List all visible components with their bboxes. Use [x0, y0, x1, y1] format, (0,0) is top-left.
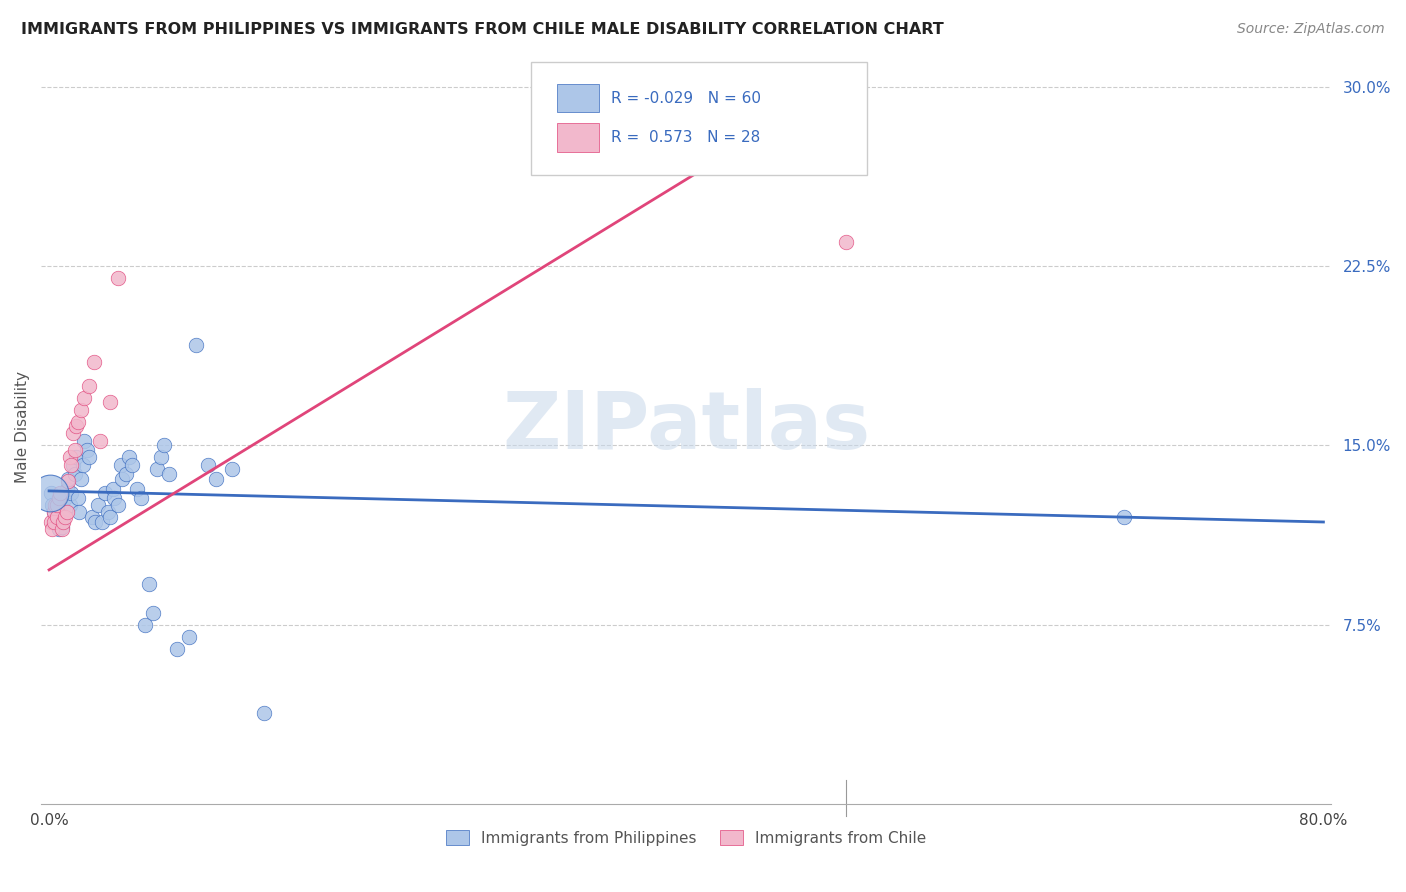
- Point: [157, 467, 180, 482]
- Point: [146, 462, 169, 476]
- Point: [52, 510, 75, 524]
- Point: [83, 354, 105, 368]
- Point: [52, 515, 75, 529]
- Point: [98, 510, 121, 524]
- Point: [58, 475, 80, 489]
- Point: [59, 498, 82, 512]
- Point: [80, 510, 103, 524]
- Point: [138, 577, 160, 591]
- Point: [51, 522, 73, 536]
- Point: [101, 482, 124, 496]
- Point: [84, 515, 107, 529]
- Point: [41, 498, 63, 512]
- Point: [49, 486, 72, 500]
- Point: [184, 338, 207, 352]
- Point: [62, 458, 84, 472]
- Point: [72, 458, 94, 472]
- Point: [94, 486, 117, 500]
- Point: [55, 482, 77, 496]
- Point: [55, 505, 77, 519]
- Point: [89, 434, 111, 448]
- Point: [63, 467, 86, 482]
- Point: [111, 472, 134, 486]
- Point: [42, 505, 65, 519]
- Point: [66, 491, 89, 505]
- Point: [51, 520, 73, 534]
- Point: [221, 462, 243, 476]
- Point: [46, 498, 69, 512]
- Point: [73, 391, 96, 405]
- Point: [62, 426, 84, 441]
- Point: [110, 458, 132, 472]
- Point: [77, 450, 100, 465]
- Point: [166, 641, 188, 656]
- Point: [73, 434, 96, 448]
- Point: [65, 419, 87, 434]
- Point: [87, 498, 110, 512]
- Point: [98, 395, 121, 409]
- Point: [53, 491, 76, 505]
- Text: ZIPatlas: ZIPatlas: [502, 389, 870, 467]
- Point: [1114, 510, 1136, 524]
- Point: [834, 235, 856, 249]
- Bar: [557, 123, 599, 152]
- Text: R = -0.029   N = 60: R = -0.029 N = 60: [612, 91, 762, 105]
- Point: [44, 515, 66, 529]
- Point: [48, 491, 70, 505]
- Point: [70, 402, 93, 417]
- Point: [39, 515, 62, 529]
- Point: [52, 500, 75, 515]
- Point: [114, 467, 136, 482]
- Point: [58, 472, 80, 486]
- Point: [65, 450, 87, 465]
- Point: [205, 472, 228, 486]
- Point: [49, 515, 72, 529]
- Point: [42, 515, 65, 529]
- Point: [39, 486, 62, 500]
- Point: [53, 510, 76, 524]
- Point: [197, 458, 219, 472]
- Point: [63, 443, 86, 458]
- Point: [60, 458, 83, 472]
- Point: [90, 515, 112, 529]
- Point: [48, 522, 70, 536]
- Point: [66, 415, 89, 429]
- Text: R =  0.573   N = 28: R = 0.573 N = 28: [612, 130, 761, 145]
- FancyBboxPatch shape: [531, 62, 868, 175]
- Point: [125, 482, 148, 496]
- Point: [152, 438, 174, 452]
- Y-axis label: Male Disability: Male Disability: [15, 371, 30, 483]
- Point: [253, 706, 276, 721]
- Point: [103, 491, 125, 505]
- Point: [46, 498, 69, 512]
- Point: [179, 630, 201, 644]
- Point: [38, 486, 60, 500]
- Point: [59, 450, 82, 465]
- Bar: [557, 84, 599, 112]
- Point: [77, 378, 100, 392]
- Point: [67, 505, 90, 519]
- Point: [121, 458, 143, 472]
- Point: [44, 498, 66, 512]
- Point: [118, 450, 141, 465]
- Point: [46, 510, 69, 524]
- Point: [142, 606, 165, 620]
- Point: [49, 491, 72, 505]
- Point: [41, 522, 63, 536]
- Point: [107, 271, 129, 285]
- Point: [149, 450, 172, 465]
- Text: IMMIGRANTS FROM PHILIPPINES VS IMMIGRANTS FROM CHILE MALE DISABILITY CORRELATION: IMMIGRANTS FROM PHILIPPINES VS IMMIGRANT…: [21, 22, 943, 37]
- Point: [97, 505, 120, 519]
- Point: [60, 486, 83, 500]
- Point: [76, 443, 98, 458]
- Point: [48, 505, 70, 519]
- Legend: Immigrants from Philippines, Immigrants from Chile: Immigrants from Philippines, Immigrants …: [446, 830, 927, 846]
- Text: Source: ZipAtlas.com: Source: ZipAtlas.com: [1237, 22, 1385, 37]
- Point: [46, 510, 69, 524]
- Point: [70, 472, 93, 486]
- Point: [134, 618, 156, 632]
- Point: [42, 505, 65, 519]
- Point: [107, 498, 129, 512]
- Point: [131, 491, 153, 505]
